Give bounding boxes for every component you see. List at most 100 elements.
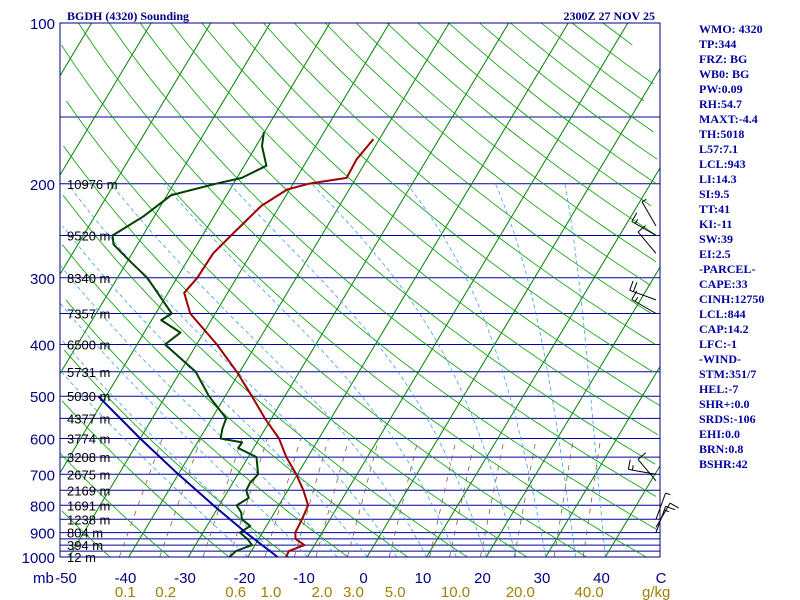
stability-indices-panel: WMO: 4320 TP:344 FRZ: BG WB0: BG PW:0.09 RH:5…: [699, 22, 799, 472]
dry-adiabat-370: [201, 22, 660, 406]
moist-adiabat-20: [229, 183, 487, 558]
mixing-ratio-label: 0.2: [155, 584, 176, 600]
dry-adiabat-350: [139, 22, 656, 465]
isotherm--80: [59, 22, 212, 275]
pressure-label-900: 900: [30, 526, 55, 543]
wind-barb-shaft: [628, 468, 657, 475]
isotherm--100: [59, 22, 93, 76]
stat-line: STM:351/7: [699, 367, 757, 381]
temp-tick-label: 20: [474, 570, 491, 587]
dry-adiabat-430: [386, 22, 657, 236]
dry-adiabat-400: [294, 22, 652, 314]
mixing-ratio-label: 5.0: [385, 584, 406, 600]
wind-barb-column: [627, 198, 679, 533]
temp-tick-label: 30: [534, 570, 551, 587]
wind-barb-feather: [627, 459, 631, 470]
dry-adiabat-230: [61, 510, 111, 558]
valid-time: 2300Z 27 NOV 25: [564, 9, 655, 23]
height-label: 6500 m: [67, 338, 110, 353]
stat-line: KI:-11: [699, 217, 733, 231]
wind-barb-850: [655, 492, 671, 520]
temp-tick-label: C: [656, 570, 667, 587]
stat-line: CINH:12750: [699, 292, 765, 306]
wind-barb-330: [629, 280, 657, 301]
height-label: 1691 m: [67, 498, 110, 513]
temp-tick-label: -40: [115, 570, 137, 587]
dry-adiabat-450: [448, 22, 657, 185]
height-label: 4377 m: [67, 411, 110, 426]
moist-adiabat-35: [495, 183, 576, 558]
isotherm-0: [366, 68, 661, 558]
pressure-label-300: 300: [30, 271, 55, 288]
temp-tick-label: 10: [415, 570, 432, 587]
mixing-ratio-8: [429, 438, 457, 558]
height-label: 1238 m: [67, 512, 110, 527]
stat-line: LCL:943: [699, 157, 746, 171]
isotherm-30: [545, 366, 661, 558]
wind-barb-shaft: [637, 459, 657, 482]
mixing-ratio-label: 40.0: [574, 584, 603, 600]
pressure-label-1000: 1000: [22, 550, 55, 567]
wind-barb-350: [631, 290, 657, 314]
height-label: 5731 m: [67, 365, 110, 380]
wind-barb-shaft: [629, 289, 657, 301]
height-label: 3774 m: [67, 432, 110, 447]
moist-adiabat-lines: [59, 183, 606, 558]
wind-barb-feather: [634, 218, 639, 224]
temp-tick-label: 40: [593, 570, 610, 587]
stat-line: L57:7.1: [699, 142, 738, 156]
stat-line: PW:0.09: [699, 82, 743, 96]
height-label: 3208 m: [67, 450, 110, 465]
pressure-label-400: 400: [30, 338, 55, 355]
stat-line: EHI:0.0: [699, 427, 741, 441]
dry-adiabat-260: [64, 349, 289, 558]
wind-barb-feather: [632, 282, 638, 292]
stat-line: -WIND-: [699, 352, 741, 366]
moist-adiabat-30: [406, 183, 547, 558]
temp-tick-label: 0: [359, 570, 367, 587]
stat-line: SW:39: [699, 232, 734, 246]
wind-barb-feather: [664, 509, 670, 513]
height-label: 2675 m: [67, 467, 110, 482]
mixing-ratio-label: 0.6: [225, 584, 246, 600]
dry-adiabat-240: [60, 453, 170, 558]
dry-adiabat-290: [62, 194, 468, 558]
isotherm-40: [604, 465, 661, 558]
wind-barb-shaft: [655, 492, 667, 520]
isotherm--30: [187, 22, 510, 558]
height-label: 394 m: [67, 538, 103, 553]
sounding-traces: [97, 131, 375, 558]
dry-adiabat-440: [417, 22, 652, 207]
height-label: 804 m: [67, 526, 103, 541]
stat-line: -PARCEL-: [699, 262, 756, 276]
moist-adiabat-0: [62, 225, 368, 558]
wind-barb-feather: [669, 502, 679, 509]
dry-adiabat-280: [61, 244, 409, 558]
dry-adiabat-330: [78, 22, 658, 531]
height-label: 9520 m: [67, 229, 110, 244]
pressure-label-100: 100: [30, 16, 55, 33]
isotherm--10: [306, 22, 629, 558]
temp-tick-label: -10: [293, 570, 315, 587]
isotherm--20: [247, 22, 569, 558]
stat-line: TT:41: [699, 202, 731, 216]
mixing-ratio-unit-label: g/kg: [642, 584, 670, 600]
stat-line: MAXT:-4.4: [699, 112, 758, 126]
dry-adiabat-lines: [60, 22, 660, 558]
wind-barb-feather: [665, 505, 676, 511]
stat-line: LI:14.3: [699, 172, 737, 186]
wind-barb-feather: [631, 212, 638, 222]
mixing-ratio-1.5: [293, 438, 329, 558]
stat-line: RH:54.7: [699, 97, 742, 111]
isotherm--70: [59, 22, 271, 374]
stat-line: SRDS:-106: [699, 412, 756, 426]
stat-line: WMO: 4320: [699, 22, 763, 36]
mixing-ratio-2: [315, 438, 350, 558]
mixing-ratio-label: 2.0: [311, 584, 332, 600]
temp-tick-label: -50: [55, 570, 77, 587]
stat-line: HEL:-7: [699, 382, 739, 396]
dry-adiabat-270: [65, 299, 349, 558]
pressure-label-500: 500: [30, 389, 55, 406]
isotherm--90: [59, 22, 152, 176]
plot-frame: [59, 22, 661, 558]
